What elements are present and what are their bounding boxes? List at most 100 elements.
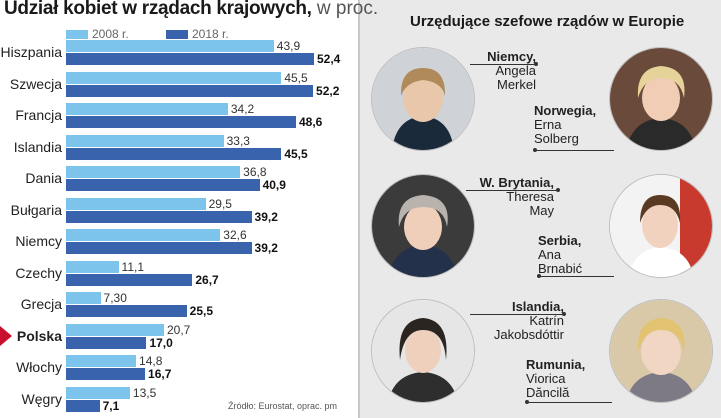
bar-2008 [66, 229, 221, 241]
leader-name-line: Ana [538, 247, 562, 262]
leader-info-uk: W. Brytania, Theresa May [466, 176, 554, 218]
value-label-2018: 16,7 [148, 367, 172, 381]
value-label-2018: 45,5 [284, 146, 308, 161]
category-label: Włochy [16, 359, 62, 375]
category-label: Hiszpania [0, 44, 62, 60]
connector-line [470, 64, 536, 65]
chart-title-unit: w proc. [311, 0, 379, 19]
leader-name-line: Theresa [506, 189, 554, 204]
category-label: Węgry [21, 390, 62, 407]
value-label-2008: 36,8 [243, 165, 267, 179]
bar-2008 [66, 260, 119, 273]
category-label: Grecja [20, 296, 62, 312]
category-label: Francja [15, 107, 62, 123]
value-label-2018: 52,2 [316, 83, 340, 98]
bar-2018 [66, 53, 314, 65]
bar-2018 [66, 210, 252, 223]
leader-info-norway: Norwegia, Erna Solberg [534, 104, 610, 146]
leader-info-germany: Niemcy, Angela Merkel [470, 50, 536, 92]
value-label-2008: 29,5 [208, 196, 232, 211]
leader-country: Islandia, [511, 299, 564, 314]
leader-country: Niemcy, [487, 49, 536, 64]
leader-name-line: Dăncilă [526, 385, 570, 400]
panel-divider [358, 0, 360, 418]
leader-country: W. Brytania, [479, 175, 554, 190]
bar-2018 [66, 116, 296, 128]
leader-name-line: Brnabić [538, 261, 583, 276]
leader-name-line: Solberg [534, 131, 579, 146]
chart-title: Udział kobiet w rządach krajowych, w pro… [4, 0, 378, 20]
bar-2018 [66, 368, 146, 380]
value-label-2018: 25,5 [189, 304, 214, 318]
portrait-jakobsdottir [372, 300, 474, 402]
connector-line [534, 150, 614, 151]
portrait-may [372, 175, 474, 277]
chart-title-text: Udział kobiet w rządach krajowych, [4, 0, 312, 19]
bar-2018 [66, 84, 314, 97]
connector-dot [525, 400, 529, 404]
category-label: Bułgaria [10, 201, 62, 218]
bar-2018 [66, 305, 187, 317]
leader-info-romania: Rumunia, Viorica Dăncilă [526, 358, 606, 400]
source-note: Źródło: Eurostat, oprac. pm [228, 401, 338, 411]
value-label-2018: 7,1 [102, 398, 120, 413]
portrait-dancila [610, 300, 712, 402]
leaders-title: Urzędujące szefowe rządów w Europie [410, 13, 685, 30]
leader-name-line: Erna [534, 117, 562, 132]
connector-dot [562, 312, 566, 316]
value-label-2018: 26,7 [195, 272, 219, 287]
leader-info-iceland: Islandia, Katrín Jakobsdóttir [474, 300, 564, 342]
value-label-2008: 11,1 [121, 259, 144, 274]
value-label-2018: 40,9 [262, 178, 286, 192]
value-label-2008: 14,8 [139, 354, 163, 368]
connector-line [466, 190, 558, 191]
connector-dot [533, 148, 537, 152]
value-label-2008: 20,7 [166, 322, 191, 337]
category-label: Szwecja [9, 75, 62, 92]
highlight-pointer [0, 325, 12, 346]
legend-label-2018: 2018 r. [192, 27, 229, 41]
bar-2008 [66, 355, 137, 367]
value-label-2018: 48,6 [299, 115, 323, 129]
leader-name-line: Viorica [526, 371, 566, 386]
value-label-2008: 43,9 [276, 39, 301, 53]
value-label-2018: 39,2 [254, 209, 278, 224]
bar-2008 [66, 166, 241, 178]
connector-dot [534, 62, 538, 66]
leader-name-line: Katrín [529, 313, 564, 328]
leader-name-line: Jakobsdóttir [493, 327, 564, 342]
leader-country: Serbia, [538, 233, 582, 248]
portrait-brnabic [610, 175, 712, 277]
bar-2018 [66, 147, 282, 160]
bar-2008 [66, 103, 228, 115]
category-label: Polska [16, 327, 62, 344]
portrait-merkel [372, 48, 474, 150]
legend-swatch-2008 [66, 30, 88, 40]
leader-info-serbia: Serbia, Ana Brnabić [538, 234, 608, 276]
bar-2008 [66, 197, 206, 210]
value-label-2008: 13,5 [132, 385, 157, 400]
legend-swatch-2018 [166, 30, 188, 40]
value-label-2008: 7,30 [103, 291, 127, 305]
leader-country: Norwegia, [534, 103, 597, 118]
value-label-2008: 33,3 [226, 133, 250, 148]
bar-2008 [66, 386, 130, 399]
value-label-2008: 45,5 [284, 70, 308, 85]
bar-2018 [66, 273, 193, 286]
legend-item-2008: 2008 r. [66, 27, 129, 41]
leader-name-line: May [529, 203, 554, 218]
connector-dot [537, 274, 541, 278]
connector-line [538, 276, 614, 277]
bar-2008 [66, 134, 224, 147]
category-label: Dania [25, 170, 62, 186]
category-label: Czechy [15, 264, 62, 281]
portrait-solberg [610, 48, 712, 150]
bar-2018 [66, 179, 260, 191]
connector-dot [556, 188, 560, 192]
leader-name-line: Merkel [496, 77, 536, 92]
connector-line [526, 402, 612, 403]
value-label-2018: 17,0 [149, 335, 173, 350]
bar-2018 [66, 336, 147, 349]
value-label-2008: 34,2 [230, 102, 255, 116]
legend-item-2018: 2018 r. [166, 27, 229, 41]
